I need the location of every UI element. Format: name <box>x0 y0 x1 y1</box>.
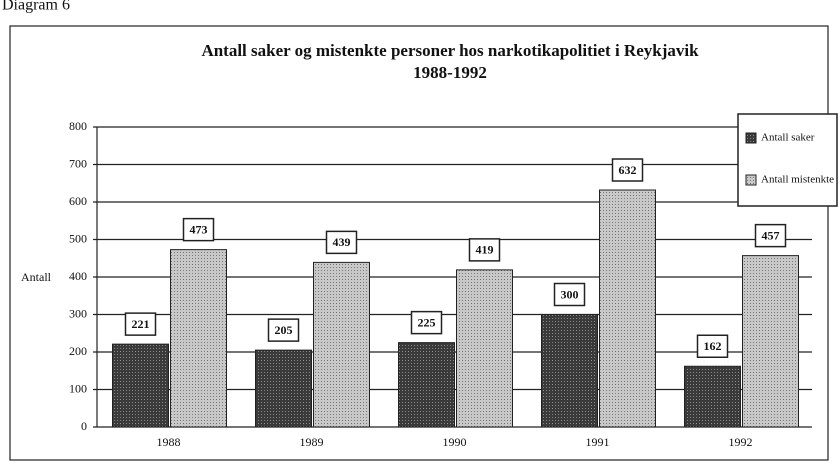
data-label: 457 <box>762 228 780 242</box>
data-label: 162 <box>704 339 722 353</box>
data-label-box <box>611 158 644 182</box>
x-tick-label: 1992 <box>729 435 753 449</box>
data-label: 419 <box>476 243 494 257</box>
legend-label: Antall mistenkte <box>761 174 834 186</box>
legend-label: Antall saker <box>761 132 815 144</box>
data-label-box <box>410 310 443 335</box>
legend-swatch <box>745 174 757 186</box>
y-tick-label: 400 <box>69 269 87 283</box>
y-tick-label: 500 <box>69 231 87 245</box>
frame <box>9 25 829 461</box>
data-label: 439 <box>333 235 351 249</box>
data-label: 300 <box>561 287 579 301</box>
data-label-box <box>182 217 215 242</box>
caption: Diagram 6 <box>2 0 70 14</box>
data-label-box <box>124 312 157 336</box>
data-label-box <box>754 223 787 248</box>
data-label-box <box>696 334 729 358</box>
data-label: 225 <box>418 315 436 329</box>
y-tick-label: 300 <box>69 306 87 320</box>
chart-subtitle: 1988-1992 <box>413 63 487 82</box>
bar <box>684 365 741 428</box>
x-tick-label: 1991 <box>586 435 610 449</box>
bar <box>112 343 169 428</box>
data-label-box <box>325 230 358 255</box>
x-tick-label: 1989 <box>300 435 324 449</box>
bar <box>599 189 656 428</box>
y-axis-label: Antall <box>21 270 52 284</box>
y-tick-label: 600 <box>69 194 87 208</box>
data-label-box <box>468 238 501 262</box>
data-label: 473 <box>190 222 208 236</box>
y-tick-label: 800 <box>69 119 87 133</box>
legend-box <box>737 113 838 207</box>
bar <box>255 349 312 428</box>
data-label-box <box>553 282 586 307</box>
data-label: 221 <box>132 317 150 331</box>
x-tick-label: 1988 <box>157 435 181 449</box>
y-tick-label: 200 <box>69 344 87 358</box>
y-tick-label: 700 <box>69 156 87 170</box>
data-label: 205 <box>275 323 293 337</box>
data-label: 632 <box>619 163 637 177</box>
bar <box>456 269 513 428</box>
bar <box>742 255 799 428</box>
y-tick-label: 100 <box>69 381 87 395</box>
chart-title: Antall saker og mistenkte personer hos n… <box>201 41 699 60</box>
bar <box>313 261 370 428</box>
data-label-box <box>267 318 300 342</box>
y-tick-label: 0 <box>81 419 87 433</box>
x-tick-label: 1990 <box>443 435 467 449</box>
legend-swatch <box>745 132 757 144</box>
bar <box>398 342 455 428</box>
bar <box>541 314 598 428</box>
bar <box>170 249 227 428</box>
